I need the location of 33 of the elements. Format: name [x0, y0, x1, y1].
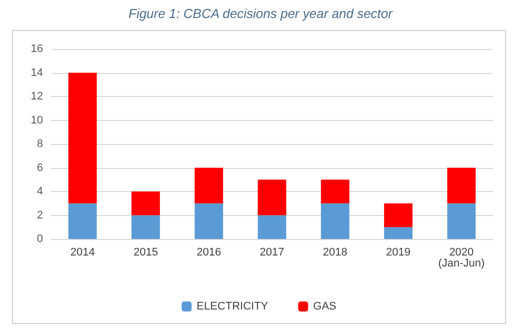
bar — [320, 203, 350, 239]
y-tick-label: 0 — [36, 233, 43, 245]
x-tick-label: 2015 — [133, 246, 158, 258]
legend-label: ELECTRICITY — [196, 300, 269, 312]
y-tick-label: 6 — [36, 162, 43, 174]
x-tick-label: 2018 — [322, 246, 348, 258]
y-tick-label: 16 — [30, 43, 43, 55]
bar — [258, 180, 286, 216]
y-tick-label: 8 — [36, 138, 43, 150]
y-tick-label: 2 — [36, 209, 43, 222]
bar — [68, 203, 97, 239]
y-tick-label: 10 — [30, 114, 43, 126]
bar — [194, 203, 224, 239]
x-tick-label: 2016 — [196, 246, 222, 258]
y-tick-label: 4 — [36, 186, 43, 198]
bar — [384, 227, 412, 239]
bar — [447, 168, 476, 204]
bar — [447, 203, 476, 239]
y-tick-label: 14 — [30, 66, 43, 79]
y-tick-label: 12 — [30, 90, 43, 102]
chart-title: Figure 1: CBCA decisions per year and sector — [128, 6, 394, 21]
x-tick-label: 2020 (Jan-Jun) — [438, 246, 485, 270]
bar — [258, 215, 286, 239]
bar — [68, 72, 97, 204]
bar — [194, 168, 224, 204]
legend-label: GAS — [313, 300, 336, 312]
x-tick-label: 2014 — [70, 246, 95, 258]
bar — [384, 203, 412, 228]
bar — [132, 192, 160, 216]
bar — [132, 215, 160, 239]
x-tick-label: 2017 — [260, 246, 284, 258]
x-tick-label: 2019 — [386, 246, 411, 258]
bar — [320, 180, 350, 204]
